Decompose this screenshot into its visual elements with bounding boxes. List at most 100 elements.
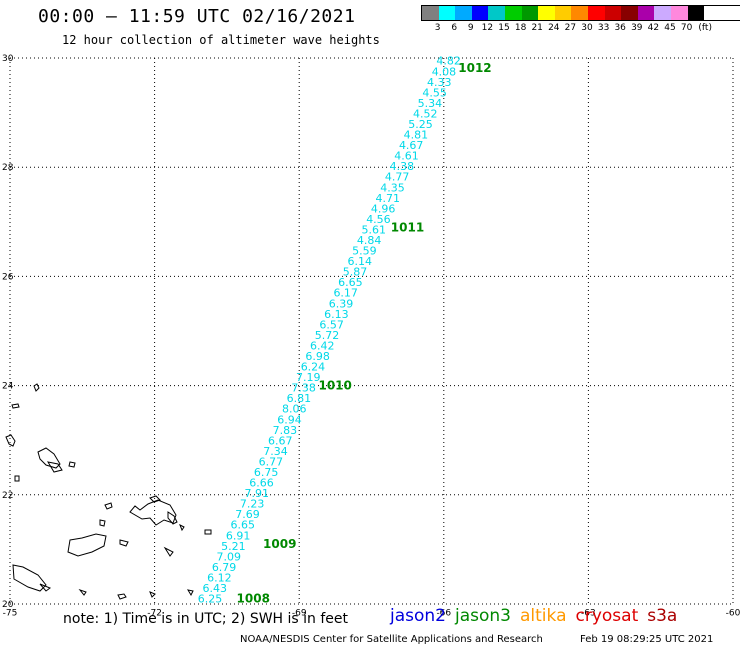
track-value-label: 6.98 <box>305 350 330 363</box>
satellite-jason2: jason2 <box>390 606 446 626</box>
legend-label: 12 <box>481 23 494 33</box>
pressure-label: 1009 <box>263 537 296 551</box>
lat-tick-label: 28 <box>2 163 14 173</box>
island-outline <box>37 447 61 469</box>
legend-swatch <box>538 6 555 20</box>
track-value-label: 6.75 <box>254 466 279 479</box>
track-value-label: 6.81 <box>287 392 312 405</box>
legend-label: 45 <box>664 23 676 33</box>
island-outline <box>46 461 63 473</box>
legend-label: 27 <box>564 23 577 33</box>
island-outline <box>119 539 129 547</box>
island-outline <box>14 475 20 482</box>
track-value-label: 7.09 <box>216 550 241 563</box>
map-title: 00:00 – 11:59 UTC 02/16/2021 <box>38 6 356 27</box>
legend-label: 18 <box>514 23 527 33</box>
lat-tick-label: 22 <box>2 491 13 501</box>
legend-swatch <box>438 6 456 20</box>
track-value-label: 4.67 <box>399 139 424 152</box>
track-value-label: 4.82 <box>436 55 461 68</box>
island-outline <box>186 589 194 597</box>
lat-tick-label: 20 <box>2 600 14 610</box>
track-value-label: 6.42 <box>310 339 335 352</box>
track-value-label: 6.66 <box>249 477 274 490</box>
track-value-label: 6.24 <box>301 361 326 374</box>
track-value-label: 6.12 <box>207 571 232 584</box>
track-value-label: 4.38 <box>390 160 415 173</box>
track-value-label: 4.71 <box>376 192 401 205</box>
track-value-label: 4.61 <box>394 150 419 163</box>
track-value-label: 6.13 <box>324 308 349 321</box>
legend-label: 42 <box>647 23 660 33</box>
track-value-label: 8.06 <box>282 403 307 416</box>
island-outline <box>11 403 20 409</box>
track-value-label: 6.14 <box>347 255 372 268</box>
lon-tick-label: -75 <box>3 609 18 619</box>
track-value-label: 6.39 <box>329 297 354 310</box>
legend-swatch <box>471 6 489 20</box>
track-value-label: 7.38 <box>291 382 316 395</box>
track-value-label: 4.08 <box>432 65 457 78</box>
island-outline <box>12 564 47 592</box>
satellite-legend: jason2 jason3 altika cryosat s3a <box>390 606 686 626</box>
track-value-label: 6.67 <box>268 434 293 447</box>
legend-label: 9 <box>467 23 474 33</box>
island-outline <box>129 499 177 526</box>
legend-label: 6 <box>451 23 458 33</box>
track-value-label: 4.84 <box>357 234 382 247</box>
track-value-label: 5.72 <box>315 329 340 342</box>
track-value-label: 4.35 <box>380 181 405 194</box>
legend-label: 30 <box>581 23 593 33</box>
track-value-label: 6.17 <box>333 287 358 300</box>
island-outline <box>204 529 212 535</box>
legend-swatch <box>521 6 539 20</box>
satellite-cryosat: cryosat <box>575 606 639 626</box>
track-value-label: 5.25 <box>408 118 433 131</box>
track-value-label: 6.25 <box>198 593 223 606</box>
track-value-label: 5.21 <box>221 540 246 553</box>
note-text: note: 1) Time is in UTC; 2) SWH is in fe… <box>63 611 349 627</box>
satellite-s3a: s3a <box>647 606 678 626</box>
track-value-label: 5.87 <box>343 266 368 279</box>
legend-swatch <box>604 6 622 20</box>
island-outline <box>67 533 107 557</box>
legend-label: 21 <box>531 23 543 33</box>
legend-label: 15 <box>498 23 510 33</box>
legend-label-row: 3 6 9 12 15 18 21 24 27 30 33 36 39 42 45 70 (ft) <box>421 21 740 35</box>
legend-label: 36 <box>614 23 626 33</box>
legend-swatch <box>654 6 671 20</box>
legend-swatch <box>422 6 439 20</box>
track-value-label: 4.81 <box>404 129 429 142</box>
pressure-label: 1012 <box>458 61 491 75</box>
legend-label: (ft) <box>698 23 712 33</box>
legend-swatch <box>637 6 655 20</box>
lat-tick-label: 26 <box>2 272 14 282</box>
island-outline <box>104 502 113 510</box>
island-outline <box>78 588 87 596</box>
island-outline <box>99 519 106 527</box>
track-value-label: 6.91 <box>226 529 251 542</box>
lat-tick-label: 24 <box>2 382 14 392</box>
track-value-label: 6.57 <box>319 318 344 331</box>
track-value-label: 7.19 <box>296 371 321 384</box>
track-value-label: 6.94 <box>277 413 302 426</box>
legend-swatch <box>571 6 588 20</box>
track-value-label: 7.34 <box>263 445 288 458</box>
track-value-label: 4.96 <box>371 202 396 215</box>
pressure-label: 1008 <box>237 592 270 606</box>
track-value-label: 4.56 <box>366 213 391 226</box>
track-value-label: 4.52 <box>413 107 438 120</box>
credit-text: NOAA/NESDIS Center for Satellite Applica… <box>240 634 543 645</box>
island-outline <box>39 583 52 592</box>
track-value-label: 7.91 <box>245 487 270 500</box>
island-outline <box>163 546 174 557</box>
island-outline <box>68 461 76 468</box>
track-value-label: 7.23 <box>240 498 265 511</box>
timestamp-text: Feb 19 08:29:25 UTC 2021 <box>580 634 714 645</box>
island-outline <box>149 591 156 598</box>
track-value-label: 5.34 <box>418 97 443 110</box>
track-value-label: 7.69 <box>235 508 260 521</box>
satellite-jason3: jason3 <box>455 606 511 626</box>
island-outline <box>117 593 127 600</box>
lon-tick-label: -63 <box>581 609 596 619</box>
